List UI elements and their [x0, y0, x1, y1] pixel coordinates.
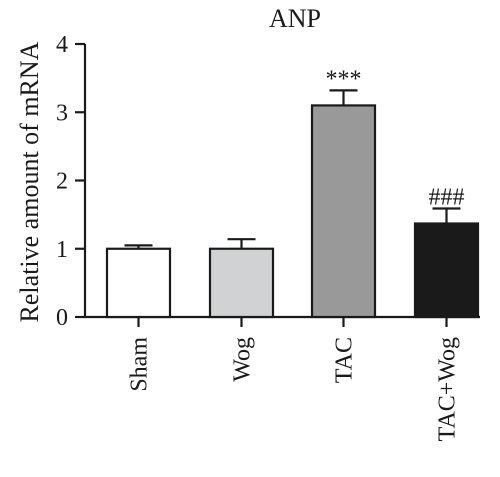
error-bars: [124, 89, 461, 249]
x-tick-label: Wog: [230, 337, 256, 382]
y-tick-label: 4: [56, 32, 68, 58]
bar-tac-wog: [413, 222, 480, 319]
x-tick-label: Sham: [127, 337, 153, 392]
y-tick-label: 3: [56, 100, 68, 126]
bars: [105, 104, 480, 319]
significance-label: ###: [429, 184, 465, 210]
x-tick-label: TAC+Wog: [435, 337, 461, 441]
y-tick-label: 0: [56, 305, 68, 331]
bar-wog: [208, 247, 275, 319]
y-axis: 0 1 2 3 4: [56, 32, 87, 331]
y-tick-label: 2: [56, 169, 68, 195]
significance-label: ***: [326, 66, 362, 92]
chart-title: ANP: [269, 4, 321, 33]
x-tick-label: TAC: [332, 337, 358, 383]
bar-tac: [310, 104, 377, 319]
x-axis: Sham Wog TAC TAC+Wog: [84, 315, 480, 441]
y-tick-label: 1: [56, 237, 68, 263]
bar-sham: [105, 247, 172, 319]
significance-annotations: *** ###: [326, 66, 465, 210]
y-axis-label: Relative amount of mRNA: [15, 41, 44, 322]
